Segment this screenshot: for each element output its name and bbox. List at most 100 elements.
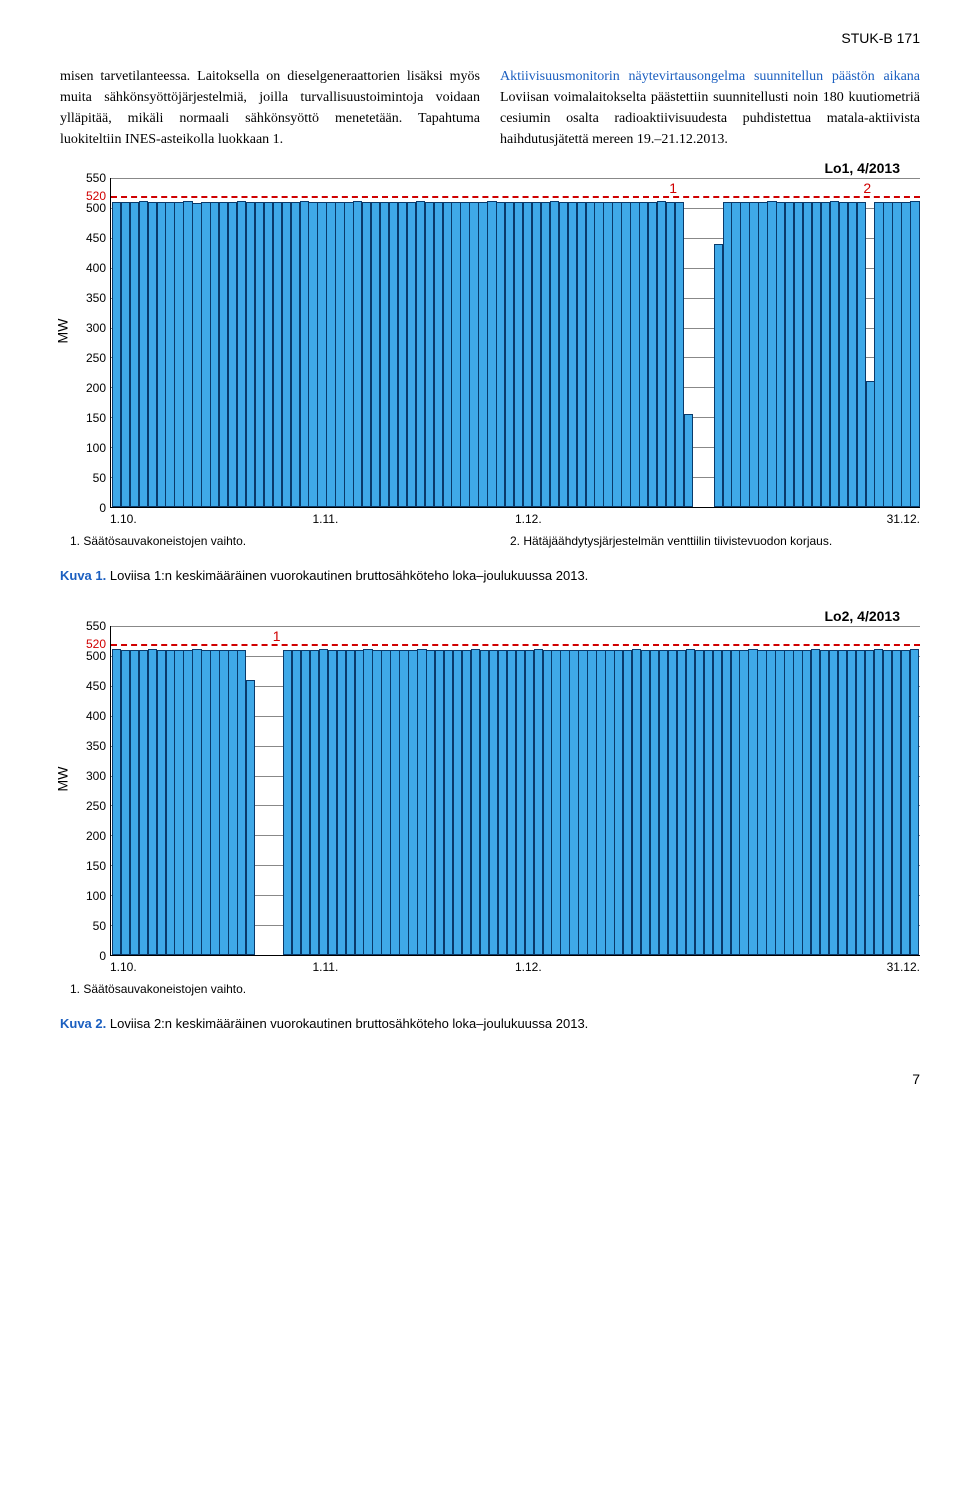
caption1-prefix: Kuva 1. <box>60 568 106 583</box>
bar <box>317 202 326 507</box>
bar <box>892 202 901 507</box>
bar <box>695 650 704 955</box>
bar <box>201 650 210 955</box>
ytick: 0 <box>99 501 106 515</box>
bar <box>292 650 301 955</box>
bar <box>362 202 371 507</box>
ytick: 100 <box>86 889 106 903</box>
bar <box>621 202 630 507</box>
ytick: 50 <box>93 471 106 485</box>
bar <box>632 649 641 955</box>
ytick: 450 <box>86 231 106 245</box>
ytick: 100 <box>86 441 106 455</box>
bar <box>310 650 319 955</box>
caption1: Kuva 1. Loviisa 1:n keskimääräinen vuoro… <box>60 568 920 583</box>
chart2-fn1: 1. Säätösauvakoneistojen vaihto. <box>70 982 920 996</box>
col-left: misen tarvetilanteessa. Laitoksella on d… <box>60 66 480 150</box>
bar <box>820 650 829 955</box>
chart1-annot-1: 1 <box>669 180 677 196</box>
bar <box>130 650 139 955</box>
bar <box>308 202 317 507</box>
bar <box>471 649 480 955</box>
bar <box>722 650 731 955</box>
bar <box>237 201 246 507</box>
bar <box>416 201 425 507</box>
col-right: Aktiivisuusmonitorin näytevirtausongelma… <box>500 66 920 150</box>
chart2-bars <box>111 626 920 955</box>
bar <box>408 650 417 955</box>
chart1: MW 050100150200250300350400450500550520 … <box>60 178 920 508</box>
bar <box>612 202 621 507</box>
ytick: 350 <box>86 291 106 305</box>
ytick: 400 <box>86 709 106 723</box>
bar <box>451 202 460 507</box>
chart1-fn1: 1. Säätösauvakoneistojen vaihto. <box>70 534 480 548</box>
chart2-threshold <box>111 644 920 646</box>
bar <box>426 650 435 955</box>
bar <box>630 202 639 507</box>
bar <box>857 202 866 507</box>
bar <box>603 202 612 507</box>
bar <box>568 202 577 507</box>
bar <box>748 649 757 955</box>
xtick: 31.12. <box>718 512 921 526</box>
bar <box>139 201 148 507</box>
bar <box>371 202 380 507</box>
bar <box>596 650 605 955</box>
bar <box>505 202 514 507</box>
bar <box>496 202 505 507</box>
bar <box>337 650 346 955</box>
bar <box>874 202 883 507</box>
bar <box>641 650 650 955</box>
bar <box>255 202 264 507</box>
caption2-prefix: Kuva 2. <box>60 1016 106 1031</box>
bar <box>514 202 523 507</box>
ytick: 300 <box>86 769 106 783</box>
bar <box>319 649 328 955</box>
bar <box>498 650 507 955</box>
ytick-threshold: 520 <box>86 637 106 651</box>
bar <box>478 202 487 507</box>
bar <box>910 649 919 955</box>
ytick: 50 <box>93 919 106 933</box>
bar <box>282 202 291 507</box>
ytick: 200 <box>86 381 106 395</box>
bar <box>283 650 292 955</box>
bar <box>326 202 335 507</box>
bar <box>543 650 552 955</box>
bar <box>516 650 525 955</box>
xtick: 1.11. <box>313 960 516 974</box>
chart1-yaxis: MW 050100150200250300350400450500550520 <box>60 178 110 508</box>
bar <box>594 202 603 507</box>
bar <box>228 202 237 507</box>
bar <box>675 202 684 507</box>
ytick-threshold: 520 <box>86 189 106 203</box>
bar <box>666 202 675 507</box>
bar <box>731 650 740 955</box>
chart2-xticks: 1.10. 1.11. 1.12. 31.12. <box>110 960 920 974</box>
bar <box>344 202 353 507</box>
xtick: 1.10. <box>110 960 313 974</box>
bar <box>766 650 775 955</box>
ytick: 550 <box>86 171 106 185</box>
bar <box>434 202 443 507</box>
bar <box>776 202 785 507</box>
bar <box>148 202 157 507</box>
chart2-wrap: Lo2, 4/2013 MW 0501001502002503003504004… <box>60 608 920 996</box>
chart1-footnotes: 1. Säätösauvakoneistojen vaihto. 2. Hätä… <box>70 534 920 548</box>
bar <box>829 650 838 955</box>
chart1-wrap: Lo1, 4/2013 MW 0501001502002503003504004… <box>60 160 920 548</box>
xtick: 1.11. <box>313 512 516 526</box>
bar <box>425 202 434 507</box>
bar <box>237 650 246 955</box>
bar <box>201 202 210 507</box>
bar <box>794 202 803 507</box>
bar <box>713 650 722 955</box>
bar <box>273 202 282 507</box>
bar <box>731 202 740 507</box>
bar <box>901 202 910 507</box>
bar <box>183 201 192 507</box>
bar <box>112 649 121 955</box>
bar <box>121 650 130 955</box>
page-number: 7 <box>60 1071 920 1087</box>
